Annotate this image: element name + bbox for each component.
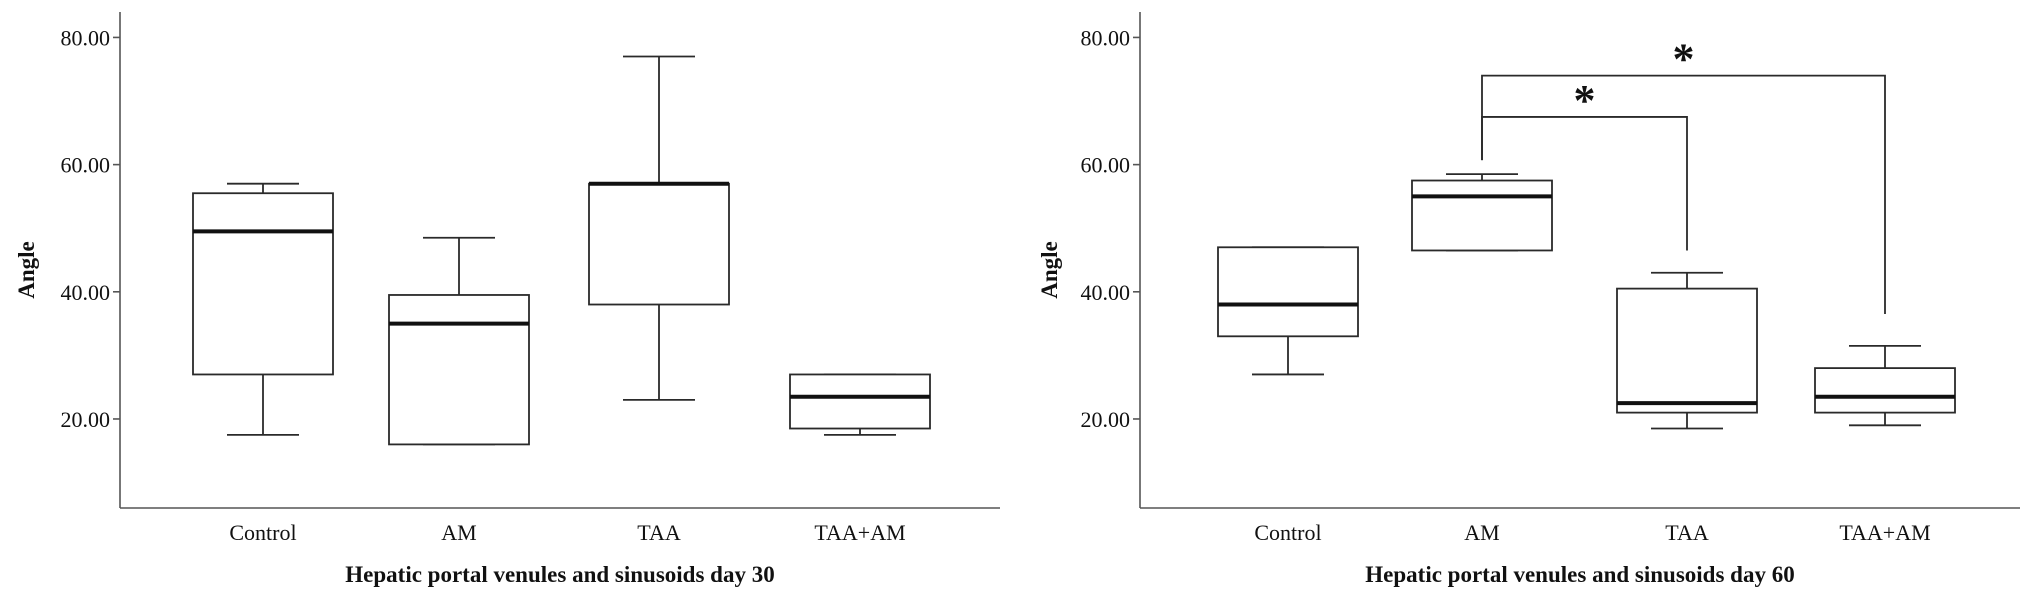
y-tick-label: 80.00 [1081,25,1131,50]
y-tick-label: 20.00 [61,407,111,432]
significance-asterisk: * [1673,35,1695,84]
box-taa-am [1814,344,1956,427]
x-tick-label: TAA+AM [1839,520,1930,545]
x-axis-title: Hepatic portal venules and sinusoids day… [345,562,774,587]
box-iqr [1411,179,1553,252]
significance-asterisk: * [1574,76,1596,125]
y-tick-label: 40.00 [1081,280,1131,305]
box-iqr [1814,367,1956,414]
y-tick-label: 80.00 [61,25,111,50]
y-tick-label: 20.00 [1081,407,1131,432]
chart-panel-2: 20.00 40.00 60.00 80.00 Angle Hepatic portal … [1037,12,2020,587]
x-tick-label: AM [441,520,476,545]
box-taa-am [789,373,931,436]
box-iqr [192,192,334,376]
box-iqr [388,294,530,446]
y-tick-label: 40.00 [61,280,111,305]
x-tick-label: TAA [637,520,681,545]
significance-bracket: * [1481,35,1886,315]
box-am [1411,173,1553,252]
box-iqr [588,182,730,306]
box-iqr [789,373,931,430]
x-axis-title: Hepatic portal venules and sinusoids day… [1365,562,1794,587]
box-am [388,236,530,446]
box-iqr [1616,287,1758,414]
x-tick-label: TAA [1665,520,1709,545]
x-tick-label: Control [229,520,296,545]
y-axis-title: Angle [14,241,39,299]
x-tick-label: Control [1254,520,1321,545]
box-taa [588,55,730,401]
box-iqr [1217,246,1359,338]
bracket-line [1481,74,1886,315]
box-control [192,182,334,436]
y-axis-title: Angle [1037,241,1062,299]
box-control [1217,246,1359,376]
box-taa [1616,271,1758,430]
x-tick-label: TAA+AM [814,520,905,545]
y-tick-label: 60.00 [61,153,111,178]
x-tick-label: AM [1464,520,1499,545]
y-tick-label: 60.00 [1081,153,1131,178]
chart-panel-1: 20.00 40.00 60.00 80.00 Angle Hepatic portal … [14,12,1000,587]
